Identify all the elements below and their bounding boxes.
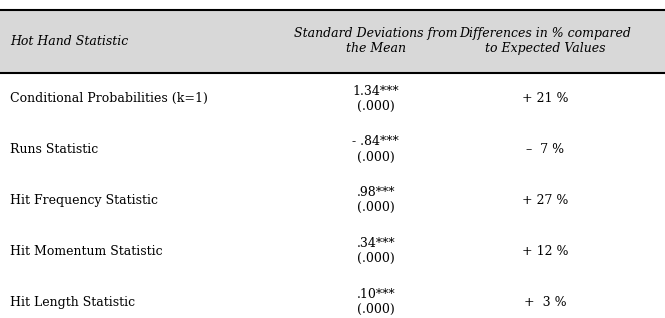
Text: Differences in % compared
to Expected Values: Differences in % compared to Expected Va… [460, 27, 631, 55]
Text: Runs Statistic: Runs Statistic [10, 143, 98, 156]
Text: Hit Length Statistic: Hit Length Statistic [10, 296, 135, 308]
Text: –  7 %: – 7 % [526, 143, 565, 156]
Text: + 27 %: + 27 % [522, 194, 569, 207]
Text: +  3 %: + 3 % [524, 296, 567, 308]
Text: .34***
(.000): .34*** (.000) [356, 237, 395, 265]
Text: Hit Momentum Statistic: Hit Momentum Statistic [10, 245, 163, 258]
Text: .10***
(.000): .10*** (.000) [356, 288, 395, 316]
Text: Conditional Probabilities (k=1): Conditional Probabilities (k=1) [10, 92, 208, 105]
Text: Hot Hand Statistic: Hot Hand Statistic [10, 35, 128, 48]
Text: Standard Deviations from
the Mean: Standard Deviations from the Mean [294, 27, 458, 55]
Text: Hit Frequency Statistic: Hit Frequency Statistic [10, 194, 158, 207]
Text: 1.34***
(.000): 1.34*** (.000) [352, 85, 399, 113]
Bar [0, 10, 665, 73]
Text: + 21 %: + 21 % [522, 92, 569, 105]
Text: - .84***
(.000): - .84*** (.000) [352, 135, 399, 163]
Text: .98***
(.000): .98*** (.000) [356, 186, 395, 214]
Text: + 12 %: + 12 % [522, 245, 569, 258]
